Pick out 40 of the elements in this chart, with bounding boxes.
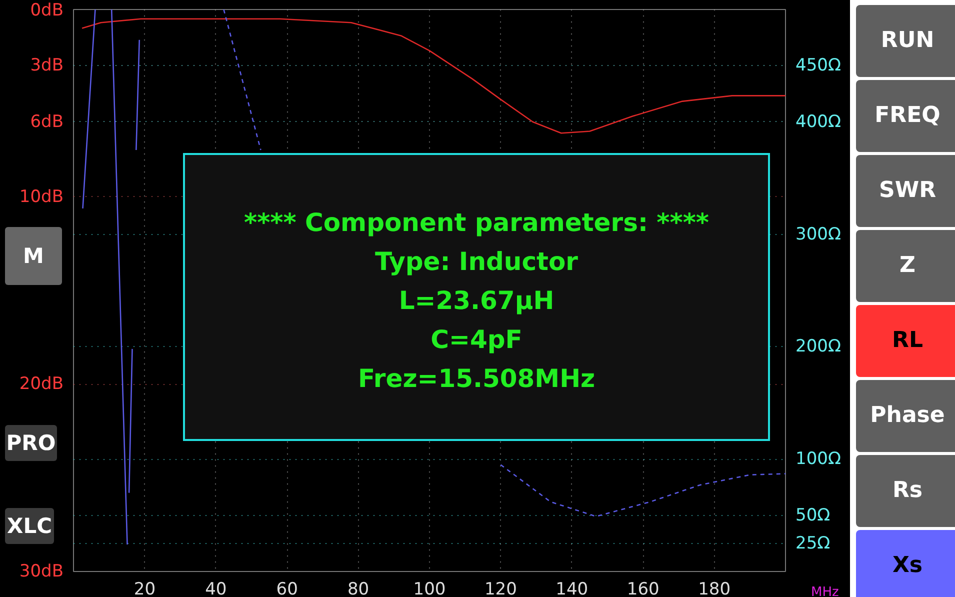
line-series bbox=[81, 18, 786, 134]
text: XLC bbox=[7, 511, 52, 541]
y2-tick-label: 300Ω bbox=[796, 224, 841, 244]
x-tick-label: 180 bbox=[698, 580, 731, 597]
y2-tick-label: 50Ω bbox=[796, 505, 830, 526]
x-tick-label: 160 bbox=[626, 580, 660, 597]
text: RUN bbox=[880, 27, 934, 56]
x-tick-label: 120 bbox=[484, 580, 517, 597]
x-tick-label: 100 bbox=[413, 580, 446, 597]
annotation: Frez=15.508MHz bbox=[356, 363, 596, 395]
y2-tick-label: 25Ω bbox=[796, 533, 830, 554]
x-tick-label: 140 bbox=[556, 580, 588, 597]
annotation: Type: Inductor bbox=[374, 246, 579, 278]
y2-tick-label: 450Ω bbox=[796, 56, 841, 76]
y-tick-label: 20dB bbox=[19, 374, 64, 394]
text: RL bbox=[892, 327, 923, 356]
x-tick-label: 40 bbox=[205, 580, 227, 597]
text: SWR bbox=[878, 177, 936, 206]
text: FREQ bbox=[874, 102, 940, 130]
text: Z bbox=[900, 252, 916, 280]
y-tick-label: 30dB bbox=[19, 562, 64, 582]
y-tick-label: 0dB bbox=[30, 0, 64, 20]
text: Phase bbox=[870, 402, 945, 430]
y-tick-label: 10dB bbox=[19, 186, 64, 207]
y-tick-label: 3dB bbox=[30, 56, 64, 76]
text: Xs bbox=[892, 552, 923, 580]
x-tick-label: 20 bbox=[134, 580, 156, 597]
y2-tick-label: 100Ω bbox=[796, 449, 841, 470]
text: Rs bbox=[892, 477, 923, 506]
text: M bbox=[23, 243, 44, 270]
y2-tick-label: 200Ω bbox=[796, 336, 841, 357]
annotation: L=23.67μH bbox=[398, 285, 556, 317]
y2-tick-label: 400Ω bbox=[796, 112, 841, 132]
annotation: **** Component parameters: **** bbox=[243, 207, 710, 239]
x-axis-title: MHz bbox=[811, 584, 839, 597]
x-tick-label: 60 bbox=[276, 580, 298, 597]
y-tick-label: 6dB bbox=[30, 112, 64, 132]
annotation: C=4pF bbox=[430, 324, 524, 356]
x-tick-label: 80 bbox=[347, 580, 370, 597]
text: PRO bbox=[6, 428, 56, 458]
